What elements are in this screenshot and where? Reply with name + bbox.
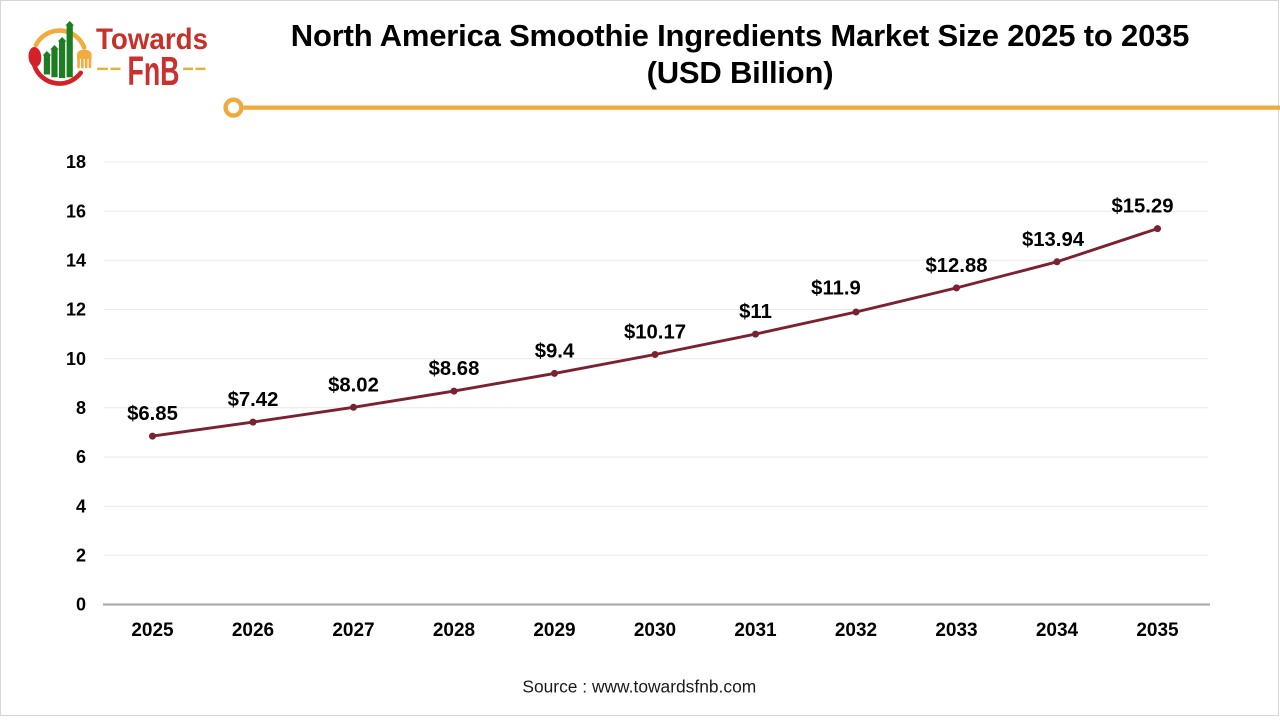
svg-text:8: 8 [76, 398, 86, 418]
svg-text:14: 14 [66, 251, 86, 271]
svg-text:2031: 2031 [734, 620, 777, 641]
svg-text:2027: 2027 [332, 620, 374, 641]
svg-text:$8.68: $8.68 [429, 358, 480, 380]
svg-text:$9.4: $9.4 [535, 340, 575, 362]
svg-text:$10.17: $10.17 [624, 322, 686, 344]
svg-text:2033: 2033 [935, 620, 977, 641]
svg-text:$7.42: $7.42 [228, 389, 279, 411]
svg-text:0: 0 [76, 595, 86, 615]
svg-text:Towards: Towards [96, 23, 208, 56]
svg-text:$8.02: $8.02 [328, 374, 379, 396]
svg-text:2032: 2032 [835, 620, 877, 641]
svg-text:Source : www.towardsfnb.com: Source : www.towardsfnb.com [522, 676, 756, 696]
svg-text:2028: 2028 [433, 620, 475, 641]
svg-text:16: 16 [66, 201, 86, 221]
svg-text:6: 6 [76, 447, 86, 467]
svg-text:4: 4 [76, 496, 86, 516]
svg-text:2025: 2025 [131, 620, 174, 641]
svg-text:2030: 2030 [634, 620, 676, 641]
svg-text:$11.9: $11.9 [811, 278, 861, 300]
svg-text:$11: $11 [739, 301, 772, 323]
svg-text:12: 12 [66, 300, 86, 320]
svg-text:2026: 2026 [232, 620, 274, 641]
svg-text:2029: 2029 [533, 620, 575, 641]
svg-text:2: 2 [76, 546, 86, 566]
svg-text:$12.88: $12.88 [925, 255, 987, 277]
svg-text:$13.94: $13.94 [1022, 229, 1085, 251]
svg-text:2035: 2035 [1136, 620, 1179, 641]
svg-text:2034: 2034 [1036, 620, 1079, 641]
svg-text:18: 18 [66, 152, 86, 172]
svg-text:$6.85: $6.85 [127, 403, 178, 425]
svg-text:$15.29: $15.29 [1111, 196, 1173, 218]
svg-text:10: 10 [66, 349, 86, 369]
svg-text:FnB: FnB [128, 48, 180, 94]
